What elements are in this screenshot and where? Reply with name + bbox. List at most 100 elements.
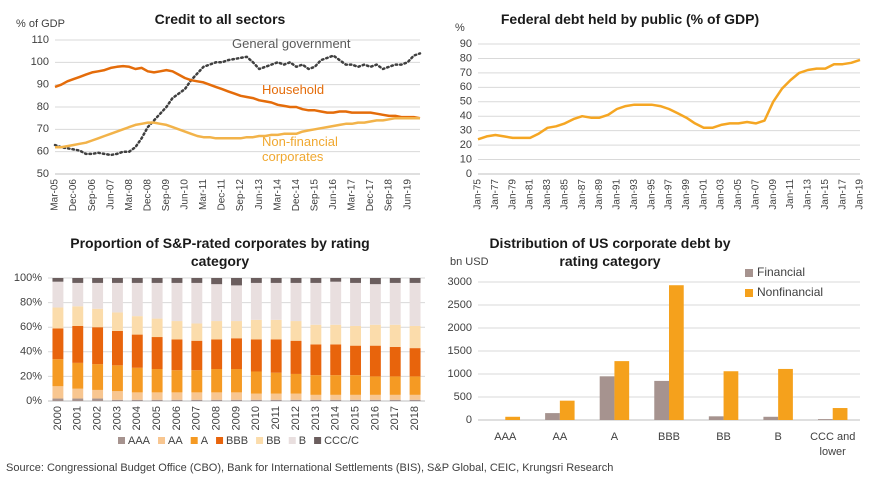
x-tick-label: Jan-79 bbox=[507, 179, 518, 210]
bar-segment bbox=[270, 372, 282, 394]
bar-segment bbox=[290, 321, 302, 341]
legend-label: Nonfinancial bbox=[757, 285, 823, 299]
legend-swatch bbox=[288, 437, 296, 444]
x-tick-label: Jan-91 bbox=[612, 179, 623, 210]
x-tick-label: Jun-16 bbox=[328, 179, 339, 210]
bar-segment bbox=[409, 399, 421, 401]
y-tick-label: 0% bbox=[26, 395, 42, 407]
series-label: Non-financial corporates bbox=[262, 134, 338, 164]
x-tick-label: Jan-15 bbox=[820, 179, 831, 210]
bar-segment bbox=[151, 392, 163, 400]
x-tick-label: BB bbox=[716, 431, 731, 443]
bar-segment bbox=[111, 391, 123, 400]
x-tick-label: Dec-11 bbox=[217, 179, 228, 211]
bar-segment bbox=[52, 278, 64, 282]
bar-segment bbox=[72, 325, 84, 363]
bar-segment bbox=[171, 339, 183, 371]
bar-segment bbox=[191, 278, 203, 283]
x-tick-label: Jan-05 bbox=[733, 179, 744, 210]
bar-segment bbox=[290, 393, 302, 400]
bar-segment bbox=[389, 399, 401, 401]
bar-segment bbox=[409, 282, 421, 326]
x-tick-label: Jan-77 bbox=[490, 179, 501, 210]
y-axis-label: % bbox=[455, 22, 465, 34]
x-tick-label: Jun-10 bbox=[180, 179, 191, 210]
bar-segment bbox=[270, 393, 282, 400]
x-tick-label: Sep-15 bbox=[309, 179, 320, 212]
legend-label: A bbox=[201, 435, 209, 447]
bar-segment bbox=[111, 330, 123, 366]
bar-segment bbox=[211, 321, 223, 340]
x-tick-label: Jun-13 bbox=[254, 179, 265, 210]
series-line bbox=[54, 64, 421, 120]
bar bbox=[559, 400, 575, 420]
x-tick-label: Jan-87 bbox=[577, 179, 588, 210]
legend-label: Financial bbox=[757, 265, 805, 279]
bar-segment bbox=[231, 369, 242, 393]
y-tick-label: 20 bbox=[460, 139, 472, 151]
bar-segment bbox=[330, 281, 342, 325]
y-tick-label: 0 bbox=[466, 168, 472, 180]
y-tick-label: 100% bbox=[14, 272, 42, 284]
x-tick-label: 2015 bbox=[349, 406, 361, 430]
y-tick-label: 1500 bbox=[448, 345, 472, 357]
bar-segment bbox=[151, 282, 163, 319]
bar-segment bbox=[389, 376, 401, 395]
bar-segment bbox=[131, 392, 143, 400]
bar-segment bbox=[72, 398, 84, 401]
y-tick-label: 60 bbox=[460, 81, 472, 93]
bar bbox=[708, 416, 724, 420]
bar-segment bbox=[111, 278, 123, 283]
x-tick-label: Jan-97 bbox=[664, 179, 675, 210]
y-tick-label: 30 bbox=[460, 125, 472, 137]
x-tick-label: AAA bbox=[494, 431, 517, 443]
x-tick-label: AA bbox=[552, 431, 568, 443]
bar-segment bbox=[310, 399, 322, 401]
y-tick-label: 110 bbox=[31, 34, 49, 46]
bar-segment bbox=[111, 282, 123, 313]
bar-segment bbox=[131, 316, 143, 335]
x-tick-label: Jun-19 bbox=[402, 179, 413, 210]
bar-segment bbox=[369, 399, 381, 401]
bar-segment bbox=[409, 348, 421, 377]
bar-segment bbox=[290, 340, 302, 374]
y-tick-label: 50 bbox=[37, 168, 49, 180]
bar-segment bbox=[92, 389, 104, 399]
bar-segment bbox=[330, 375, 342, 395]
bar-segment bbox=[231, 338, 242, 370]
x-tick-label: Mar-05 bbox=[50, 179, 61, 211]
x-tick-label: Sep-18 bbox=[384, 179, 395, 212]
bar-segment bbox=[92, 364, 104, 390]
x-tick-label: Jan-01 bbox=[698, 179, 709, 210]
legend-label: BB bbox=[266, 435, 281, 447]
x-tick-label: Mar-08 bbox=[124, 179, 135, 211]
bar-segment bbox=[92, 282, 104, 309]
bar-segment bbox=[270, 339, 282, 373]
x-tick-label: Jan-93 bbox=[629, 179, 640, 210]
bar-segment bbox=[231, 285, 242, 322]
bar-segment bbox=[72, 282, 84, 307]
bar-segment bbox=[191, 399, 203, 401]
bar-segment bbox=[131, 278, 143, 283]
legend-label: AAA bbox=[128, 435, 151, 447]
y-tick-label: 80 bbox=[460, 52, 472, 64]
bar-segment bbox=[330, 278, 342, 282]
bar-segment bbox=[111, 365, 123, 392]
bar-segment bbox=[72, 278, 84, 283]
y-tick-label: 90 bbox=[460, 38, 472, 50]
bar-segment bbox=[111, 312, 123, 331]
bar-segment bbox=[211, 284, 223, 322]
bar-segment bbox=[211, 339, 223, 370]
x-tick-label: 2001 bbox=[72, 406, 84, 430]
bar-segment bbox=[290, 399, 302, 401]
x-tick-label: Jan-19 bbox=[855, 179, 866, 210]
bar-segment bbox=[231, 392, 242, 400]
source-note: Source: Congressional Budget Office (CBO… bbox=[6, 462, 614, 474]
y-axis-label: bn USD bbox=[450, 256, 489, 268]
y-axis-label: % of GDP bbox=[16, 18, 65, 30]
bar-segment bbox=[211, 369, 223, 393]
x-tick-label: A bbox=[610, 431, 619, 443]
bar-segment bbox=[250, 371, 262, 394]
x-tick-label: Jun-07 bbox=[105, 179, 116, 210]
